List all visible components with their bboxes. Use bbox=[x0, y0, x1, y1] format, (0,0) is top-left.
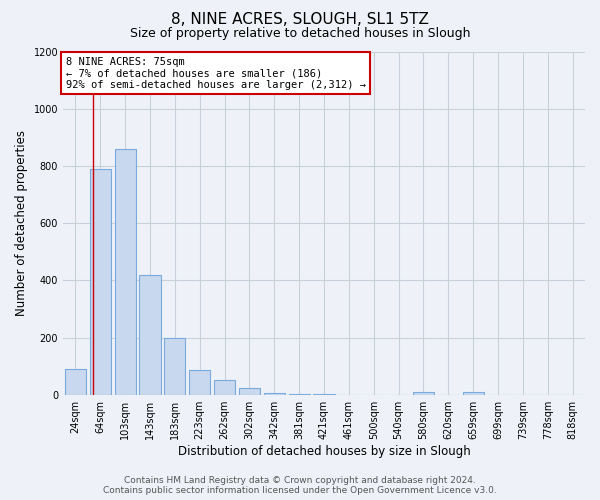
Bar bbox=[139, 274, 161, 394]
Text: Size of property relative to detached houses in Slough: Size of property relative to detached ho… bbox=[130, 28, 470, 40]
Y-axis label: Number of detached properties: Number of detached properties bbox=[15, 130, 28, 316]
Bar bbox=[65, 369, 86, 394]
Text: 8 NINE ACRES: 75sqm
← 7% of detached houses are smaller (186)
92% of semi-detach: 8 NINE ACRES: 75sqm ← 7% of detached hou… bbox=[65, 56, 365, 90]
Bar bbox=[115, 148, 136, 394]
Text: Contains HM Land Registry data © Crown copyright and database right 2024.
Contai: Contains HM Land Registry data © Crown c… bbox=[103, 476, 497, 495]
Bar bbox=[164, 338, 185, 394]
Bar bbox=[463, 392, 484, 394]
Bar bbox=[239, 388, 260, 394]
X-axis label: Distribution of detached houses by size in Slough: Distribution of detached houses by size … bbox=[178, 444, 470, 458]
Bar bbox=[214, 380, 235, 394]
Bar bbox=[189, 370, 211, 394]
Bar bbox=[90, 169, 111, 394]
Text: 8, NINE ACRES, SLOUGH, SL1 5TZ: 8, NINE ACRES, SLOUGH, SL1 5TZ bbox=[171, 12, 429, 28]
Bar bbox=[413, 392, 434, 394]
